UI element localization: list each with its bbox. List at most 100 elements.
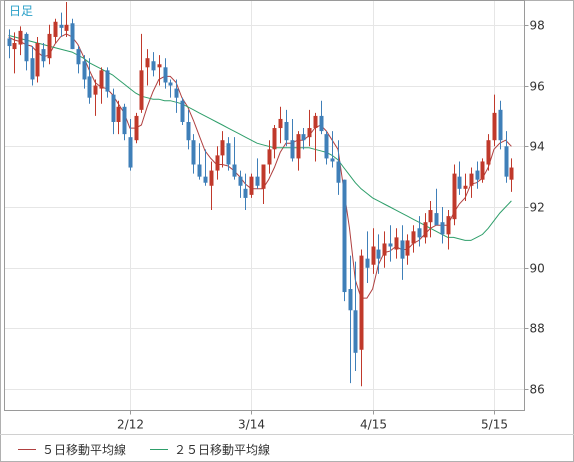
x-axis-ticks: 2/12 3/14 4/15 5/15 xyxy=(117,410,508,432)
candle-down xyxy=(128,137,133,168)
y-tick-label: 86 xyxy=(530,383,545,397)
candle-down xyxy=(238,176,243,186)
candle-down xyxy=(376,249,381,259)
candle-down xyxy=(87,76,92,98)
candle-down xyxy=(24,33,29,62)
x-tick-label: 2/12 xyxy=(117,418,144,432)
ma5-line xyxy=(8,33,512,299)
candle-up xyxy=(134,115,139,141)
candle-down xyxy=(226,143,231,165)
x-tick-label: 4/15 xyxy=(360,418,387,432)
candle-up xyxy=(18,30,23,45)
candle-up xyxy=(209,170,214,186)
candle-up xyxy=(371,246,376,265)
candle-up xyxy=(486,140,491,165)
candle-up xyxy=(35,43,40,77)
candle-down xyxy=(180,100,185,122)
x-tick-label: 3/14 xyxy=(238,418,265,432)
period-label: 日足 xyxy=(9,4,33,18)
candle-up xyxy=(93,85,98,95)
candle-up xyxy=(272,128,277,150)
candle-down xyxy=(365,258,370,268)
candle-down xyxy=(324,134,329,159)
x-tick-label: 5/15 xyxy=(481,418,508,432)
candle-down xyxy=(111,94,116,122)
candle-up xyxy=(157,64,162,68)
legend-label-ma5: ５日移動平均線 xyxy=(42,442,126,457)
candle-up xyxy=(249,176,254,195)
legend: ５日移動平均線 ２５日移動平均線 xyxy=(18,442,270,457)
candle-up xyxy=(47,33,52,59)
y-tick-label: 98 xyxy=(530,19,545,33)
candle-down xyxy=(163,67,168,83)
candle-down xyxy=(290,140,295,159)
candle-up xyxy=(220,140,225,156)
candle-up xyxy=(509,167,514,180)
candle-down xyxy=(243,188,248,198)
candle-up xyxy=(99,70,104,89)
y-tick-label: 90 xyxy=(530,262,545,276)
candle-down xyxy=(203,176,208,183)
candle-up xyxy=(411,231,416,244)
legend-label-ma25: ２５日移動平均線 xyxy=(174,442,270,457)
moving-average-lines xyxy=(8,33,512,299)
candle-up xyxy=(145,58,150,68)
candle-down xyxy=(475,170,480,180)
candle-down xyxy=(498,109,503,141)
candle-up xyxy=(492,112,497,141)
candle-down xyxy=(59,24,64,28)
candle-down xyxy=(330,158,335,162)
candle-down xyxy=(342,179,347,293)
candle-down xyxy=(353,310,358,353)
candle-down xyxy=(82,61,87,80)
candle-up xyxy=(394,237,399,250)
candle-down xyxy=(336,161,341,183)
y-tick-label: 88 xyxy=(530,322,545,336)
candle-up xyxy=(116,106,121,122)
candle-down xyxy=(70,23,75,50)
candle-down xyxy=(301,134,306,141)
candle-down xyxy=(440,222,445,235)
candle-down xyxy=(168,82,173,86)
candle-down xyxy=(319,115,324,132)
candle-up xyxy=(382,243,387,256)
grid xyxy=(4,0,525,411)
candle-down xyxy=(197,164,202,177)
y-tick-label: 94 xyxy=(530,140,545,154)
candle-up xyxy=(12,43,17,50)
candle-up xyxy=(452,173,457,220)
candle-down xyxy=(457,176,462,189)
candle-down xyxy=(174,88,179,98)
candle-up xyxy=(313,115,318,129)
ma25-line xyxy=(8,34,512,241)
plot-frame xyxy=(4,0,525,411)
candle-down xyxy=(232,164,237,177)
candle-up xyxy=(64,24,69,31)
y-tick-label: 96 xyxy=(530,80,545,94)
candle-down xyxy=(186,121,191,141)
candle-down xyxy=(400,240,405,259)
candle-up xyxy=(446,216,451,235)
candle-down xyxy=(434,213,439,226)
candle-up xyxy=(278,118,283,129)
candle-down xyxy=(417,228,422,238)
candle-up xyxy=(359,255,364,350)
candle-up xyxy=(463,185,468,189)
candle-up xyxy=(215,155,220,171)
candle-down xyxy=(348,289,353,311)
candle-down xyxy=(504,146,509,177)
candle-up xyxy=(480,161,485,180)
candle-down xyxy=(191,140,196,165)
candle-down xyxy=(255,176,260,186)
candle-up xyxy=(53,21,58,37)
candle-up xyxy=(267,149,272,165)
candle-down xyxy=(7,38,12,47)
y-tick-label: 92 xyxy=(530,201,545,215)
candle-down xyxy=(151,61,156,71)
candle-up xyxy=(405,240,410,256)
candle-up xyxy=(139,70,144,110)
candle-down xyxy=(30,58,35,80)
candle-down xyxy=(76,49,81,65)
